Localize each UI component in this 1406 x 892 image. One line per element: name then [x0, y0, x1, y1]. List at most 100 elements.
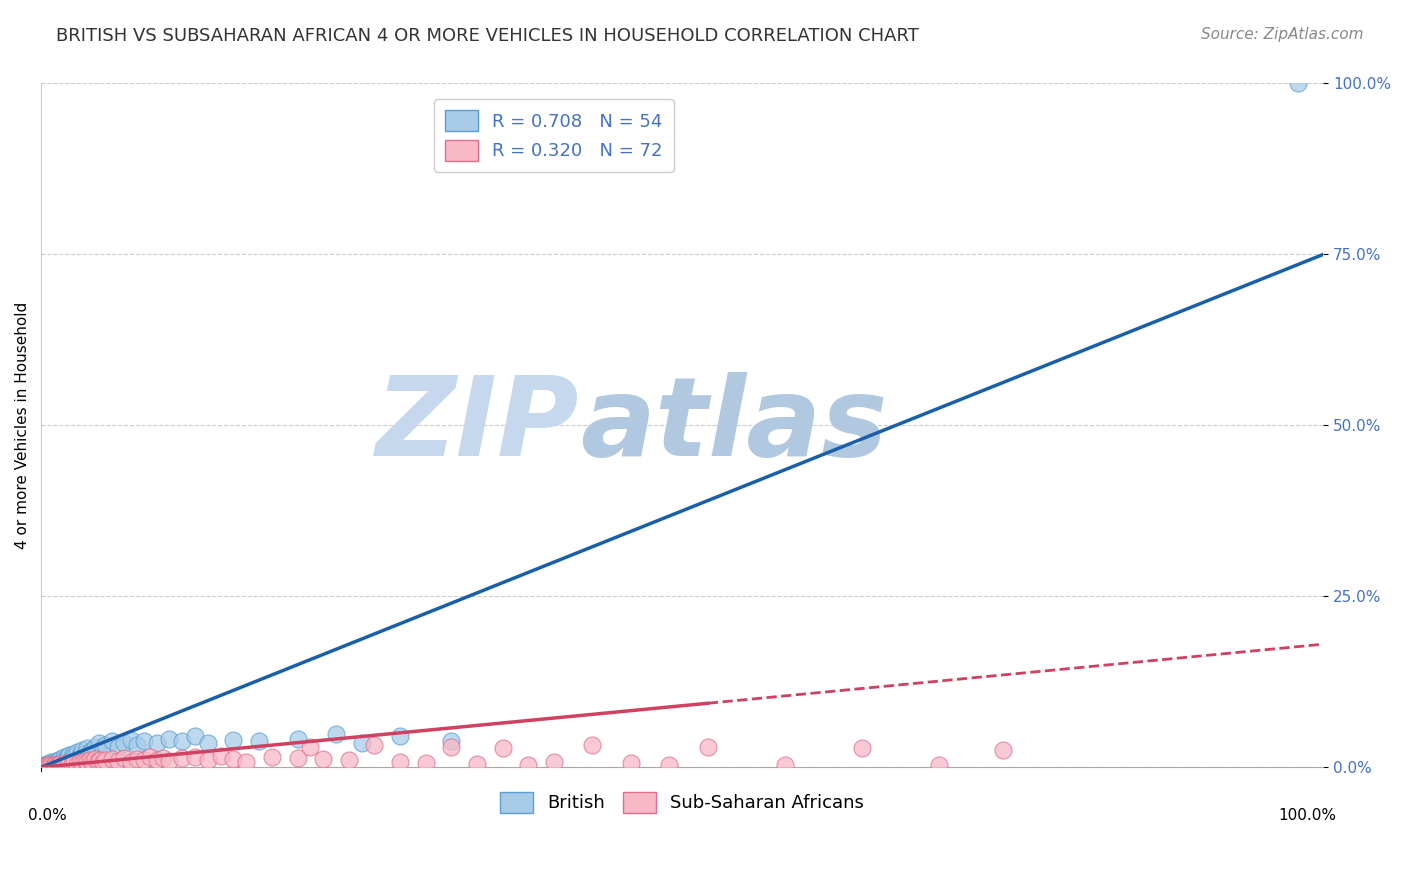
Point — [44, 756, 66, 771]
Point — [773, 757, 796, 772]
Text: ZIP: ZIP — [377, 372, 579, 479]
Y-axis label: 4 or more Vehicles in Household: 4 or more Vehicles in Household — [15, 301, 30, 549]
Point — [38, 759, 60, 773]
Point — [415, 756, 437, 771]
Legend: British, Sub-Saharan Africans: British, Sub-Saharan Africans — [494, 784, 872, 820]
Point — [492, 741, 515, 756]
Point — [222, 752, 245, 766]
Point — [39, 757, 62, 772]
Point — [51, 757, 73, 772]
Point — [62, 747, 84, 761]
Point — [34, 757, 56, 772]
Point — [42, 755, 65, 769]
Point — [63, 749, 86, 764]
Point — [696, 739, 718, 754]
Point — [87, 736, 110, 750]
Point — [86, 754, 108, 768]
Point — [209, 749, 232, 764]
Point — [157, 754, 180, 768]
Point — [440, 734, 463, 748]
Point — [41, 756, 63, 770]
Point — [120, 755, 142, 769]
Point — [100, 752, 122, 766]
Point — [91, 755, 114, 769]
Point — [69, 747, 91, 762]
Text: Source: ZipAtlas.com: Source: ZipAtlas.com — [1201, 27, 1364, 42]
Point — [184, 730, 207, 744]
Point — [94, 754, 117, 768]
Point — [55, 757, 77, 772]
Point — [152, 750, 174, 764]
Point — [287, 731, 309, 746]
Point — [32, 759, 55, 773]
Point — [132, 754, 155, 768]
Point — [91, 741, 114, 756]
Point — [52, 753, 75, 767]
Point — [82, 743, 104, 757]
Point — [55, 751, 77, 765]
Point — [66, 745, 89, 759]
Point — [222, 733, 245, 747]
Text: BRITISH VS SUBSAHARAN AFRICAN 4 OR MORE VEHICLES IN HOUSEHOLD CORRELATION CHART: BRITISH VS SUBSAHARAN AFRICAN 4 OR MORE … — [56, 27, 920, 45]
Point — [60, 750, 83, 764]
Point — [363, 739, 385, 753]
Point — [184, 750, 207, 764]
Point — [132, 734, 155, 748]
Point — [1286, 77, 1309, 91]
Point — [31, 759, 53, 773]
Point — [172, 734, 194, 748]
Point — [928, 757, 950, 772]
Point — [41, 759, 63, 773]
Point — [53, 756, 76, 771]
Point — [658, 757, 681, 772]
Point — [465, 756, 488, 771]
Point — [389, 730, 412, 744]
Point — [127, 752, 149, 766]
Point — [100, 734, 122, 748]
Point — [55, 756, 77, 771]
Point — [247, 734, 270, 748]
Point — [70, 743, 93, 757]
Point — [235, 755, 257, 769]
Point — [70, 756, 93, 771]
Point — [79, 754, 101, 768]
Point — [82, 755, 104, 769]
Point — [157, 731, 180, 746]
Point — [620, 756, 643, 771]
Point — [76, 756, 98, 770]
Point — [66, 756, 89, 771]
Point — [52, 758, 75, 772]
Point — [69, 755, 91, 769]
Point — [53, 750, 76, 764]
Point — [197, 736, 219, 750]
Point — [48, 758, 70, 772]
Point — [76, 741, 98, 756]
Point — [79, 745, 101, 759]
Point — [60, 756, 83, 771]
Point — [581, 739, 603, 753]
Point — [543, 755, 565, 769]
Point — [51, 755, 73, 769]
Point — [49, 756, 72, 771]
Point — [120, 733, 142, 747]
Point — [325, 727, 347, 741]
Point — [991, 743, 1014, 757]
Point — [73, 747, 96, 761]
Point — [350, 736, 373, 750]
Text: 100.0%: 100.0% — [1278, 808, 1336, 823]
Point — [45, 759, 67, 773]
Point — [389, 755, 412, 769]
Point — [37, 756, 59, 771]
Point — [84, 739, 107, 754]
Point — [41, 756, 63, 771]
Point — [48, 754, 70, 768]
Point — [145, 736, 167, 750]
Point — [84, 752, 107, 766]
Point — [127, 739, 149, 753]
Point — [37, 758, 59, 772]
Point — [41, 758, 63, 772]
Point — [46, 756, 69, 770]
Point — [440, 739, 463, 754]
Point — [44, 758, 66, 772]
Point — [94, 739, 117, 753]
